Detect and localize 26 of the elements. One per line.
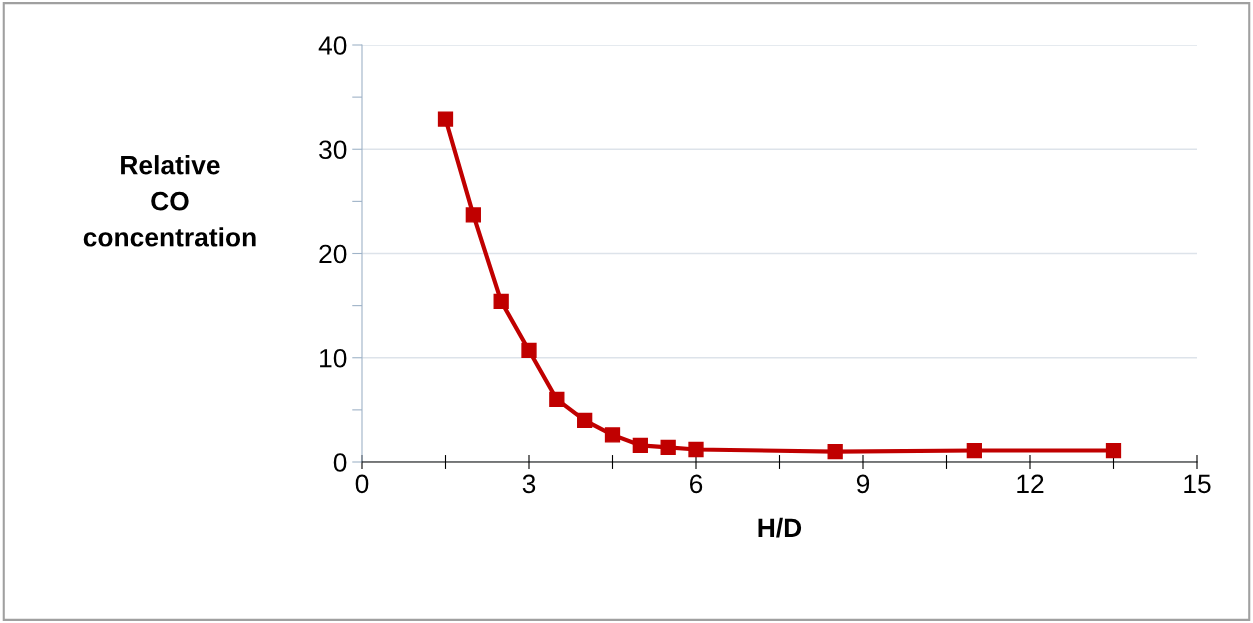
point	[632, 437, 648, 453]
point	[465, 207, 481, 223]
y-tick-label: 10	[320, 348, 347, 368]
point	[660, 439, 676, 456]
y-tick-label: 20	[319, 244, 347, 264]
x-tick-label: 9	[856, 474, 870, 494]
y-tick-label: 30	[319, 140, 347, 160]
point	[604, 427, 621, 443]
point	[549, 391, 565, 408]
point	[1105, 442, 1122, 459]
point	[577, 412, 593, 428]
point	[966, 442, 982, 459]
x-tick-label: 3	[522, 474, 536, 494]
point	[827, 443, 843, 460]
x-axis-title: H/D	[758, 517, 802, 538]
point	[493, 293, 509, 310]
x-tick-label: 12	[1017, 474, 1044, 493]
y-tick-label: 40	[318, 36, 347, 55]
point	[688, 441, 704, 458]
x-tick-label: 15	[1184, 474, 1211, 494]
point	[437, 111, 454, 127]
y-tick-label: 0	[333, 453, 347, 472]
y-axis-title: Relative CO concentration	[83, 155, 256, 247]
x-tick-label: 6	[690, 474, 703, 494]
x-tick-label: 0	[355, 474, 369, 494]
point	[521, 342, 537, 359]
